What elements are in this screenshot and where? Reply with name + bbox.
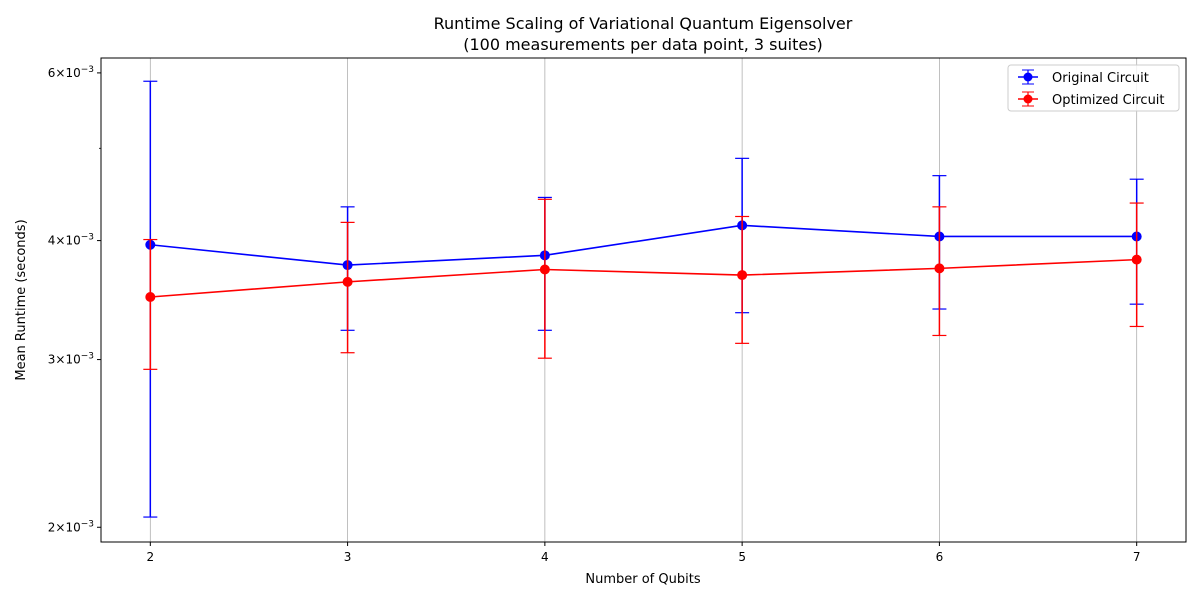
y-tick-label: 2×10−3: [48, 519, 94, 534]
legend-marker: [1023, 72, 1033, 82]
y-axis-label: Mean Runtime (seconds): [14, 219, 29, 380]
plot-frame: [100, 57, 1187, 543]
data-point: [934, 263, 945, 274]
legend-item: Optimized Circuit: [1018, 91, 1165, 108]
y-tick-label: 6×10−3: [48, 65, 94, 80]
series-optimized-circuit: [143, 198, 1144, 370]
legend: Original Circuit Optimized Circuit: [1007, 64, 1180, 112]
legend-label: Original Circuit: [1052, 71, 1149, 86]
x-tick-label: 3: [344, 550, 352, 564]
series-line: [150, 258, 1137, 298]
data-point: [145, 291, 156, 302]
data-point: [1131, 254, 1142, 265]
x-tick-label: 2: [146, 550, 154, 564]
x-axis-label: Number of Qubits: [585, 572, 700, 587]
y-tick-label: 4×10−3: [48, 233, 94, 248]
x-tick-label: 7: [1133, 550, 1141, 564]
x-tick-label: 5: [738, 550, 746, 564]
data-point: [737, 270, 748, 281]
legend-label: Optimized Circuit: [1052, 93, 1165, 108]
legend-marker: [1023, 94, 1033, 104]
legend-item: Original Circuit: [1018, 69, 1149, 86]
series-line: [150, 224, 1137, 266]
x-tick-label: 4: [541, 550, 549, 564]
chart-title: Runtime Scaling of Variational Quantum E…: [434, 14, 853, 33]
chart-subtitle: (100 measurements per data point, 3 suit…: [463, 35, 823, 54]
x-axis: 2 3 4 5 6 7: [146, 542, 1141, 564]
y-tick-label: 3×10−3: [48, 352, 94, 367]
x-tick-label: 6: [936, 550, 944, 564]
data-point: [539, 264, 550, 275]
data-point: [342, 276, 353, 287]
legend-box: [1007, 64, 1180, 112]
series-layer: [143, 80, 1144, 518]
y-axis: 2×10−3 3×10−3 4×10−3 6×10−3: [48, 65, 101, 534]
